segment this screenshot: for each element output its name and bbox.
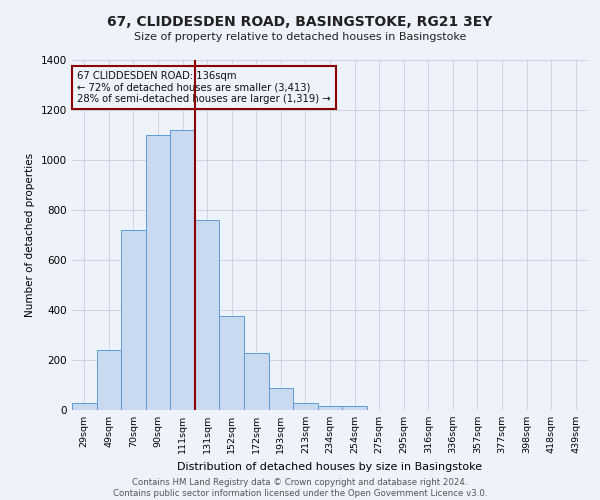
Bar	[342, 406, 367, 410]
Bar	[170, 130, 195, 410]
Bar	[72, 402, 97, 410]
Y-axis label: Number of detached properties: Number of detached properties	[25, 153, 35, 317]
Bar	[146, 135, 170, 410]
Bar	[244, 353, 269, 410]
Bar	[121, 230, 146, 410]
Bar	[195, 220, 220, 410]
Text: Contains HM Land Registry data © Crown copyright and database right 2024.
Contai: Contains HM Land Registry data © Crown c…	[113, 478, 487, 498]
Bar	[293, 402, 318, 410]
Text: 67, CLIDDESDEN ROAD, BASINGSTOKE, RG21 3EY: 67, CLIDDESDEN ROAD, BASINGSTOKE, RG21 3…	[107, 15, 493, 29]
X-axis label: Distribution of detached houses by size in Basingstoke: Distribution of detached houses by size …	[178, 462, 482, 471]
Text: 67 CLIDDESDEN ROAD: 136sqm
← 72% of detached houses are smaller (3,413)
28% of s: 67 CLIDDESDEN ROAD: 136sqm ← 72% of deta…	[77, 70, 331, 104]
Bar	[318, 406, 342, 410]
Text: Size of property relative to detached houses in Basingstoke: Size of property relative to detached ho…	[134, 32, 466, 42]
Bar	[269, 388, 293, 410]
Bar	[97, 350, 121, 410]
Bar	[220, 316, 244, 410]
